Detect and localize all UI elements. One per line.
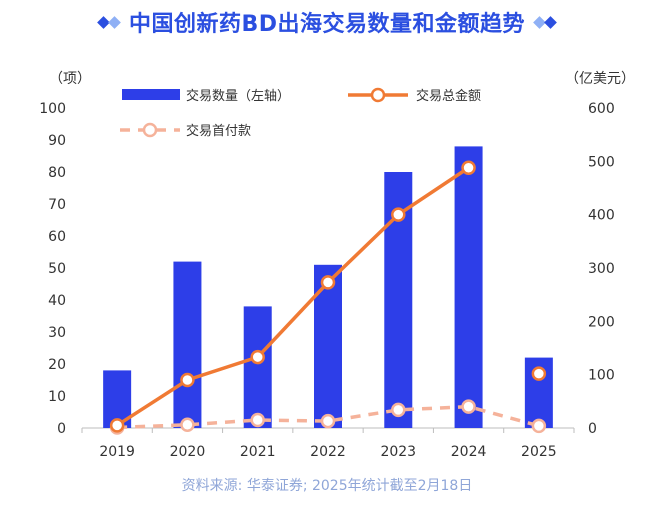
y-left-tick-label: 80 xyxy=(48,165,66,181)
legend-label-total: 交易总金额 xyxy=(416,88,481,104)
upfront-point xyxy=(180,417,195,433)
y-left-tick-label: 50 xyxy=(48,261,66,277)
y-right-tick-label: 100 xyxy=(588,368,615,384)
upfront-point xyxy=(531,418,547,434)
y-right-tick-label: 200 xyxy=(588,314,615,330)
x-tick-label: 2024 xyxy=(451,444,487,460)
total-amount-point xyxy=(391,207,406,222)
upfront-point xyxy=(391,402,406,418)
upfront-point xyxy=(250,412,265,428)
y-left-tick-label: 20 xyxy=(48,357,66,373)
total-amount-point xyxy=(531,366,547,381)
y-right-tick-label: 400 xyxy=(588,208,615,224)
legend-swatch-bar xyxy=(122,89,180,100)
legend-label-upfront: 交易首付款 xyxy=(186,123,251,139)
upfront-point xyxy=(320,413,336,429)
y-left-tick-label: 0 xyxy=(57,421,66,437)
y-left-tick-label: 60 xyxy=(48,229,66,245)
title-decoration-left xyxy=(97,15,121,29)
source-note: 资料来源: 华泰证券; 2025年统计截至2月18日 xyxy=(181,478,473,494)
diamond-icon xyxy=(108,15,121,29)
bar xyxy=(243,306,272,428)
legend-marker-total xyxy=(370,87,386,103)
chart-area: 0 10 20 30 40 50 60 70 80 90 100 0 100 200 300 400 500 60… xyxy=(39,71,635,460)
lines-layer xyxy=(109,160,547,435)
y-right-tick-label: 500 xyxy=(588,154,615,170)
total-amount-point xyxy=(250,349,265,365)
x-tick-label: 2021 xyxy=(240,444,276,460)
y-right-tick-label: 300 xyxy=(588,261,615,277)
legend: 交易数量（左轴） 交易总金额 交易首付款 xyxy=(120,87,481,139)
y-left-unit-label: （项） xyxy=(49,71,91,87)
y-left-tick-label: 70 xyxy=(48,197,66,213)
y-right-unit-label: （亿美元） xyxy=(565,71,635,87)
y-left-tick-label: 90 xyxy=(48,133,66,149)
x-tick-label: 2025 xyxy=(521,444,557,460)
y-left-tick-label: 40 xyxy=(48,293,66,309)
y-right-tick-label: 600 xyxy=(588,101,615,117)
x-tick-label: 2019 xyxy=(99,444,135,460)
total-amount-point xyxy=(109,418,125,433)
total-amount-point xyxy=(320,275,336,290)
y-left-tick-label: 100 xyxy=(39,101,66,117)
bar xyxy=(454,146,483,428)
bar xyxy=(173,261,202,428)
upfront-point xyxy=(461,399,476,414)
y-left-tick-label: 30 xyxy=(48,325,66,341)
x-tick-label: 2023 xyxy=(380,444,416,460)
legend-label-count: 交易数量（左轴） xyxy=(186,88,290,104)
legend-marker-upfront xyxy=(142,122,158,138)
title-bar: 中国创新药BD出海交易数量和金额趋势 xyxy=(0,0,654,44)
diamond-icon xyxy=(544,15,557,29)
title-decoration-right xyxy=(533,15,557,29)
chart-title: 中国创新药BD出海交易数量和金额趋势 xyxy=(128,12,526,37)
x-tick-label: 2022 xyxy=(310,444,346,460)
x-tick-label: 2020 xyxy=(170,444,206,460)
total-amount-point xyxy=(461,160,476,175)
y-left-tick-label: 10 xyxy=(48,389,66,405)
y-right-tick-label: 0 xyxy=(588,421,597,437)
ticks-layer: 0 10 20 30 40 50 60 70 80 90 100 0 100 200 300 400 500 60… xyxy=(39,101,614,460)
total-amount-line xyxy=(116,166,470,427)
total-amount-point xyxy=(180,372,195,388)
